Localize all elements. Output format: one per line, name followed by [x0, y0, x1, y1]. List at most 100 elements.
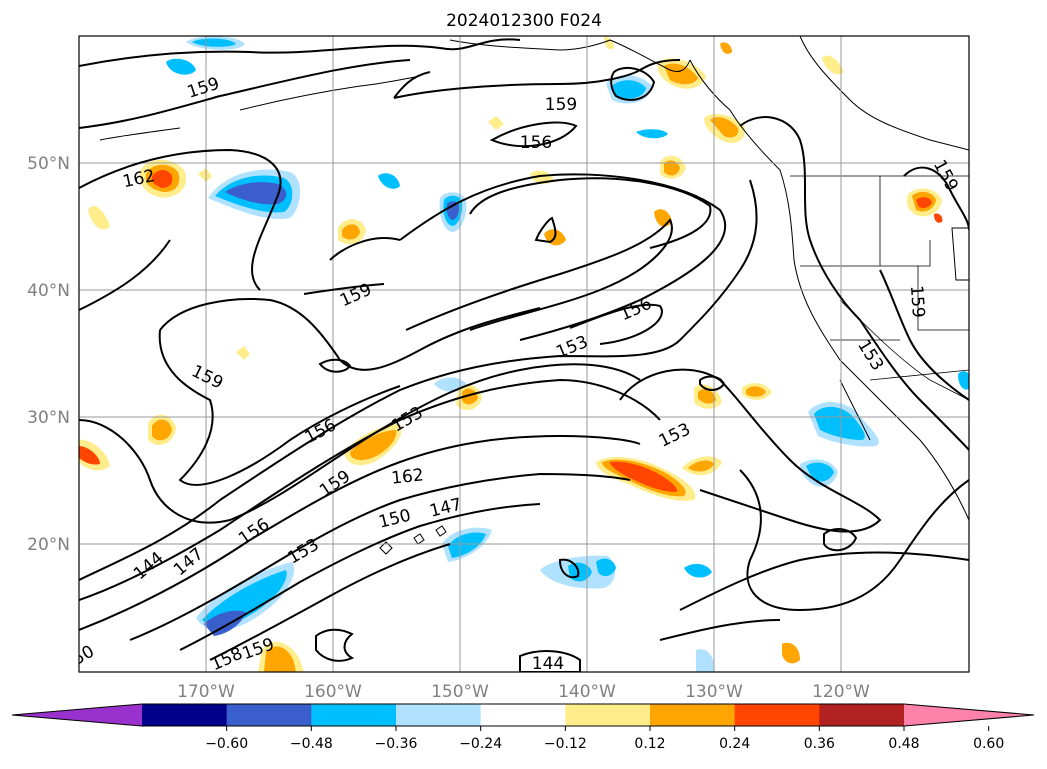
- colorbar-extend-high: [904, 704, 1034, 726]
- coastline: [449, 39, 611, 51]
- coastline: [839, 379, 871, 441]
- contour-line: [179, 503, 541, 651]
- lon-label: 140°W: [558, 682, 616, 702]
- coastline: [799, 36, 969, 151]
- lat-label: 30°N: [27, 408, 70, 428]
- colorbar-outline: [11, 703, 1035, 727]
- pos-patch: [720, 42, 732, 54]
- colorbar-swatch: [734, 704, 820, 726]
- pos-patch: [610, 461, 678, 492]
- border: [917, 266, 969, 331]
- contour-label: 156: [520, 133, 552, 153]
- colorbar-swatch: [650, 704, 736, 726]
- colorbar-tick-label: 0.24: [719, 736, 750, 752]
- contour-line: [79, 179, 758, 581]
- colorbar-swatch: [480, 704, 566, 726]
- contour-label: 162: [390, 465, 424, 488]
- lon-label: 130°W: [685, 682, 743, 702]
- lat-label: 40°N: [27, 281, 70, 301]
- colorbar-extend-low: [12, 704, 142, 726]
- contour-label: 144: [532, 654, 564, 674]
- pos-patch: [198, 168, 212, 182]
- colorbar-tick-label: 0.48: [888, 736, 919, 752]
- contour-line: [519, 650, 581, 672]
- neg-patch: [612, 80, 646, 99]
- colorbar-swatch: [311, 704, 397, 726]
- contour-line: [79, 239, 171, 311]
- contour-line: [209, 543, 451, 661]
- lat-label: 20°N: [27, 535, 70, 555]
- contour-line: [393, 71, 431, 99]
- lon-label: 120°W: [812, 682, 870, 702]
- longitude-labels: 170°W 160°W 150°W 140°W 130°W 120°W: [177, 682, 870, 702]
- pos-patch: [710, 117, 739, 138]
- contour-line: [534, 216, 557, 244]
- height-contours: [79, 38, 969, 672]
- contour-line: [318, 358, 352, 373]
- contour-line: [558, 558, 580, 579]
- contour-line: [699, 375, 726, 391]
- contour-line: [303, 283, 385, 295]
- neg-patch: [958, 371, 969, 390]
- contour-line: [79, 59, 411, 129]
- lon-label: 160°W: [304, 682, 362, 702]
- map-title: 2024012300 F024: [446, 11, 602, 31]
- colorbar-swatch: [565, 704, 651, 726]
- neg-patch: [204, 610, 246, 636]
- colorbar-tick-label: 0.60: [973, 736, 1004, 752]
- contour-line: [469, 177, 712, 249]
- coastline: [609, 39, 691, 73]
- pos-patch: [79, 446, 100, 465]
- neg-patch: [448, 532, 486, 558]
- latitude-labels: 50°N 40°N 30°N 20°N: [27, 154, 70, 555]
- pos-patch: [934, 213, 943, 223]
- pos-patch: [916, 197, 932, 209]
- coastline: [435, 525, 447, 537]
- colorbar-swatch: [226, 704, 312, 726]
- lon-label: 150°W: [431, 682, 489, 702]
- contour-line: [739, 469, 969, 612]
- pos-patch: [342, 224, 360, 240]
- contour-line: [129, 472, 631, 641]
- colorbar-tick-label: −0.12: [544, 736, 587, 752]
- neg-patch: [684, 563, 712, 578]
- lon-label: 170°W: [177, 682, 235, 702]
- coastline: [951, 227, 969, 281]
- pos-patch: [264, 646, 296, 672]
- neg-patch: [696, 649, 715, 672]
- contour-line: [903, 166, 969, 231]
- contour-line: [569, 303, 663, 345]
- colorbar-tick-label: −0.48: [290, 736, 333, 752]
- contour-line: [393, 59, 681, 99]
- pos-patch: [604, 36, 614, 50]
- contour-line: [79, 378, 661, 601]
- neg-patch: [596, 558, 616, 577]
- colorbar-swatch: [819, 704, 905, 726]
- contour-line: [879, 269, 969, 401]
- contour-line: [158, 329, 401, 486]
- shaded-anomalies: [79, 36, 969, 672]
- neg-patch: [814, 406, 865, 440]
- neg-patch: [192, 38, 236, 47]
- colorbar-tick-label: −0.24: [459, 736, 502, 752]
- colorbar: −0.60 −0.48 −0.36 −0.24 −0.12 0.12 0.24 0.36 0.4…: [11, 703, 1035, 752]
- contour-line: [79, 363, 641, 524]
- pos-patch: [822, 55, 844, 75]
- pos-patch: [350, 430, 397, 460]
- neg-patch: [202, 570, 287, 626]
- contour-label: 159: [906, 285, 928, 319]
- pos-patch: [698, 389, 716, 404]
- colorbar-tick-label: 0.36: [804, 736, 835, 752]
- colorbar-tick-label: 0.12: [634, 736, 665, 752]
- pos-patch: [462, 388, 478, 405]
- pos-patch: [151, 170, 173, 188]
- neg-patch: [166, 58, 196, 75]
- pos-patch: [782, 642, 800, 664]
- contour-line: [679, 551, 969, 611]
- pos-patch: [746, 386, 766, 397]
- contour-line: [619, 368, 882, 533]
- contour-line: [79, 38, 521, 67]
- coastline: [239, 75, 421, 111]
- contour-line: [739, 116, 969, 451]
